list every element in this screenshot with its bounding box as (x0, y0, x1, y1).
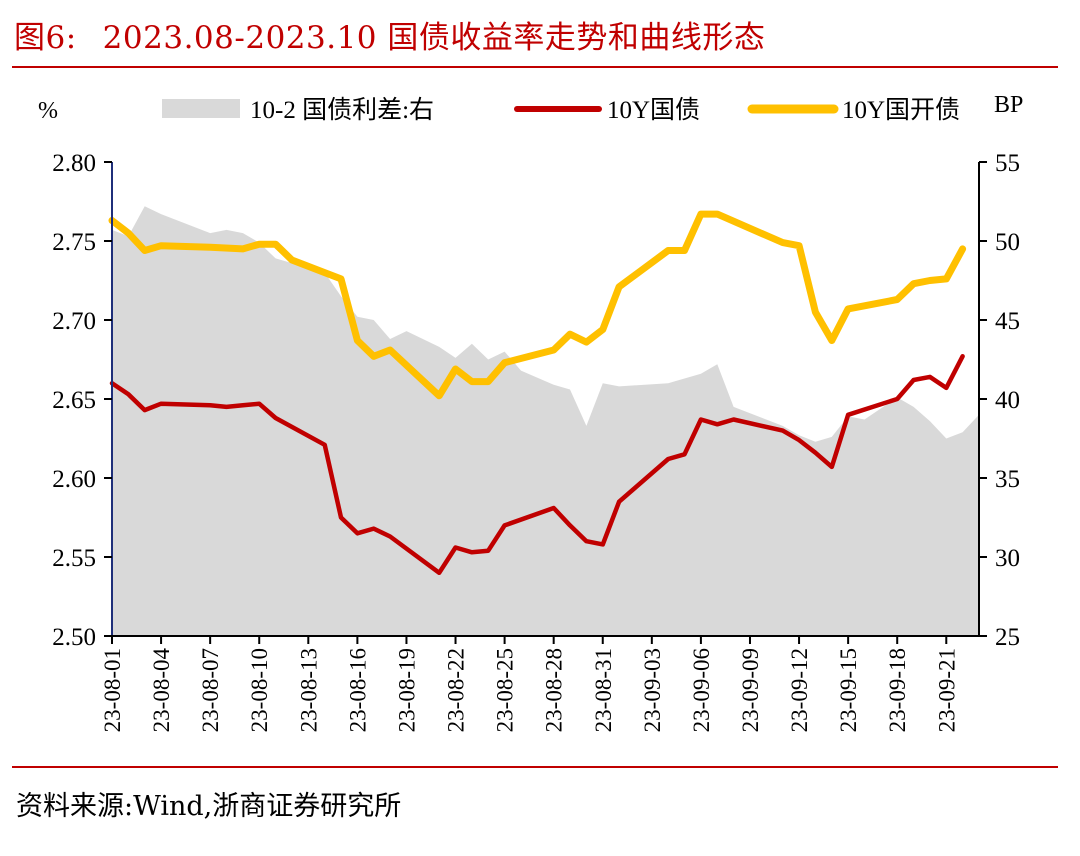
yield-line-layer (108, 210, 967, 576)
legend-label: 10Y国开债 (842, 96, 960, 124)
figure-title-text: 2023.08-2023.10 国债收益率走势和曲线形态 (102, 20, 766, 56)
x-tick-label: 23-09-15 (836, 648, 861, 732)
right-tick-label: 50 (995, 229, 1020, 256)
series-line-10y-treasury (109, 354, 965, 576)
left-tick-label: 2.80 (52, 150, 96, 177)
axes: 2.50 2.55 2.60 2.65 2.70 2.75 2.80 25 30 35 40 45 50… (38, 92, 1023, 732)
right-tick-label: 30 (995, 545, 1020, 572)
legend-swatch-spread (162, 99, 240, 118)
left-tick-label: 2.55 (52, 545, 96, 572)
x-tick-label: 23-08-04 (149, 648, 174, 733)
x-tick-label: 23-08-16 (345, 648, 370, 732)
source-rule (12, 766, 1058, 768)
right-tick-label: 45 (995, 308, 1020, 335)
right-tick-label: 40 (995, 387, 1020, 414)
x-tick-label: 23-09-21 (934, 648, 959, 732)
legend: 10-2 国债利差:右 10Y国债 10Y国开债 (162, 96, 960, 124)
x-tick-label: 23-09-09 (738, 648, 763, 732)
left-tick-label: 2.60 (52, 466, 96, 493)
x-tick-label: 23-08-07 (198, 648, 223, 732)
left-tick-label: 2.70 (52, 308, 96, 335)
title-rule (12, 66, 1058, 68)
left-tick-label: 2.65 (52, 387, 96, 414)
x-tick-label: 23-09-12 (787, 648, 812, 732)
figure-number: 图6: (14, 20, 77, 56)
left-tick-label: 2.50 (52, 624, 96, 651)
right-tick-label: 35 (995, 466, 1020, 493)
x-tick-label: 23-08-25 (493, 648, 518, 732)
series-line-10y-cdb (108, 210, 967, 400)
x-tick-label: 23-08-13 (296, 648, 321, 732)
series-area-spread (112, 206, 979, 636)
spread-area-layer (112, 206, 979, 636)
x-tick-label: 23-09-03 (640, 648, 665, 732)
x-tick-label: 23-08-28 (542, 648, 567, 732)
x-tick-label: 23-08-22 (444, 648, 469, 732)
figure-title: 图6: 2023.08-2023.10 国债收益率走势和曲线形态 (14, 12, 765, 57)
x-tick-label: 23-09-18 (885, 648, 910, 732)
source-note: 资料来源:Wind,浙商证券研究所 (16, 791, 402, 822)
x-tick-label: 23-08-19 (394, 648, 419, 732)
x-tick-label: 23-08-01 (100, 648, 125, 732)
x-tick-label: 23-08-10 (247, 648, 272, 732)
left-axis-unit: % (38, 98, 58, 124)
legend-label: 10Y国债 (607, 96, 700, 124)
right-tick-label: 55 (995, 150, 1020, 177)
right-axis-unit: BP (994, 92, 1023, 118)
x-tick-label: 23-08-31 (591, 648, 616, 732)
x-tick-label: 23-09-06 (689, 648, 714, 732)
left-tick-label: 2.75 (52, 229, 96, 256)
legend-label: 10-2 国债利差:右 (250, 96, 434, 124)
right-tick-label: 25 (995, 624, 1020, 651)
